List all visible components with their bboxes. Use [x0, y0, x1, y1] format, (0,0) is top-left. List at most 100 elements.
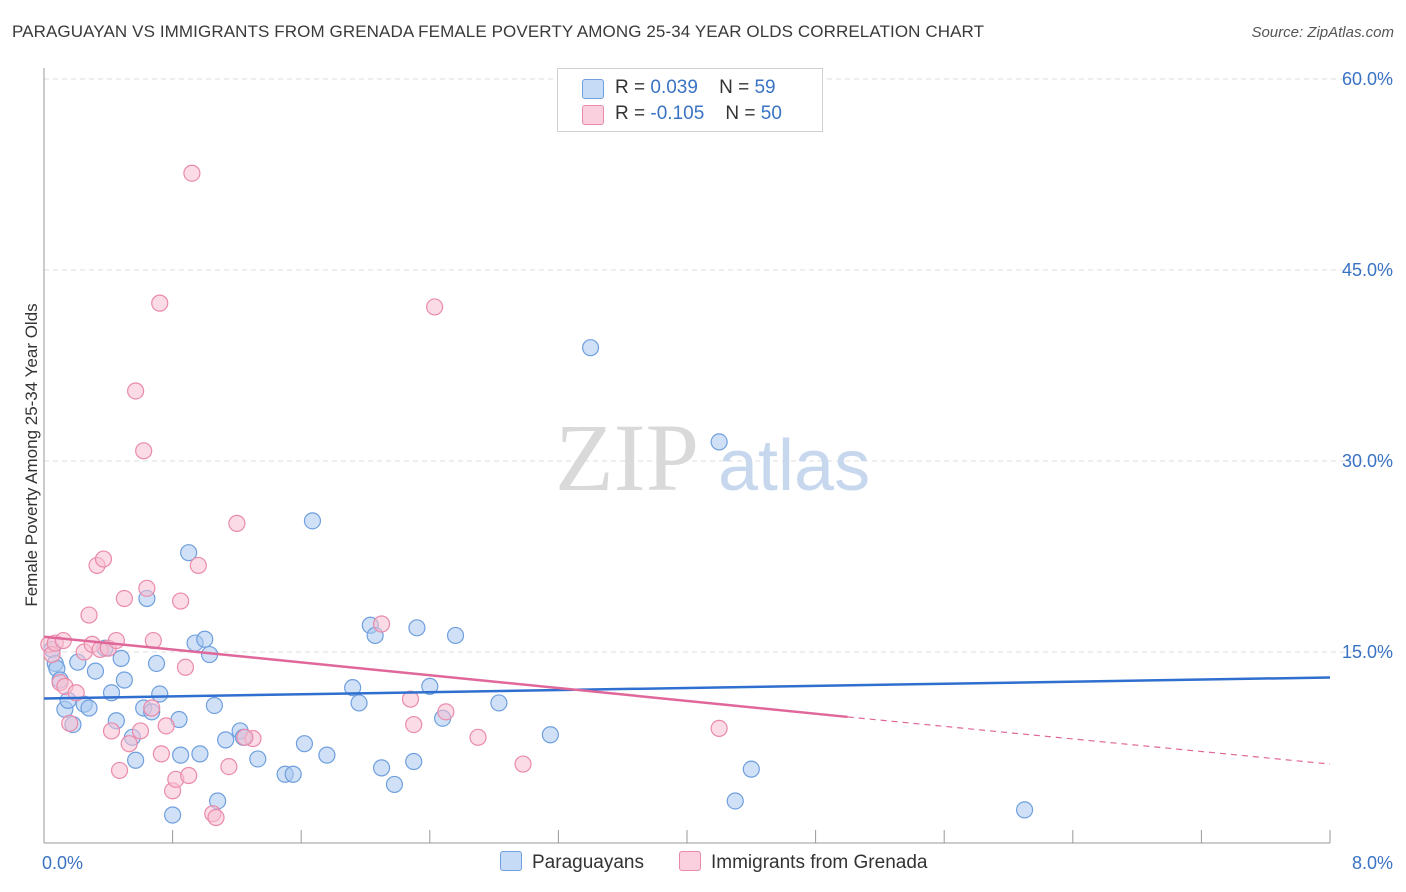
- point-paraguayan: [490, 694, 508, 712]
- point-paraguayan: [80, 699, 98, 717]
- bottom-legend-paraguayans: Paraguayans: [500, 851, 644, 874]
- n-value-paraguayans: 59: [754, 77, 776, 98]
- point-grenada: [437, 703, 455, 721]
- point-grenada: [172, 592, 190, 610]
- point-paraguayan: [112, 649, 130, 667]
- source-credit: Source: ZipAtlas.com: [1251, 24, 1394, 41]
- correlation-legend: R = 0.039 N = 59 R = -0.105 N = 50: [557, 68, 823, 132]
- point-paraguayan: [541, 726, 559, 744]
- axes: [43, 68, 1331, 844]
- point-grenada: [115, 589, 133, 608]
- gridlines: [44, 78, 1392, 653]
- point-grenada: [135, 442, 153, 460]
- trend-line-grenada: [847, 716, 1331, 765]
- point-paraguayan: [710, 433, 728, 451]
- point-grenada: [189, 556, 207, 575]
- x-tick-label: 8.0%: [1352, 853, 1393, 873]
- point-grenada: [94, 550, 113, 568]
- point-paraguayan: [191, 745, 209, 763]
- point-paraguayan: [726, 792, 744, 810]
- tick-labels: 15.0% 30.0% 45.0% 60.0% 0.0% 8.0%: [42, 69, 1393, 873]
- point-paraguayan: [284, 765, 302, 783]
- point-grenada: [131, 722, 150, 740]
- point-paraguayan: [127, 751, 145, 769]
- point-grenada: [220, 757, 238, 776]
- point-grenada: [236, 728, 254, 746]
- legend-label-paraguayans: Paraguayans: [532, 852, 644, 873]
- r-value-grenada: -0.105: [650, 103, 705, 124]
- point-paraguayan: [742, 760, 760, 778]
- legend-swatch-pink: [582, 105, 604, 125]
- legend-swatch-pink: [679, 851, 701, 871]
- point-grenada: [180, 766, 198, 785]
- point-grenada: [176, 658, 195, 676]
- point-grenada: [401, 690, 420, 708]
- legend-text: R = -0.105 N = 50: [615, 103, 782, 124]
- chart-title: PARAGUAYAN VS IMMIGRANTS FROM GRENADA FE…: [12, 22, 985, 41]
- point-grenada: [151, 294, 169, 312]
- point-paraguayan: [180, 544, 198, 562]
- point-grenada: [228, 514, 246, 532]
- data-points: [40, 164, 1034, 827]
- y-tick-label: 30.0%: [1342, 451, 1393, 471]
- point-paraguayan: [421, 677, 439, 695]
- point-grenada: [102, 722, 121, 740]
- point-grenada: [120, 735, 138, 753]
- legend-label-grenada: Immigrants from Grenada: [711, 852, 928, 873]
- point-paraguayan: [151, 685, 169, 703]
- point-grenada: [157, 717, 175, 735]
- legend-text: R = 0.039 N = 59: [615, 77, 776, 98]
- y-axis-label: Female Poverty Among 25-34 Year Olds: [22, 303, 41, 606]
- legend-swatch-blue: [500, 851, 522, 871]
- point-paraguayan: [408, 619, 426, 637]
- point-paraguayan: [196, 630, 214, 648]
- point-grenada: [183, 164, 201, 182]
- point-grenada: [110, 761, 129, 780]
- bottom-legend-grenada: Immigrants from Grenada: [679, 851, 927, 874]
- point-paraguayan: [405, 752, 423, 771]
- point-grenada: [514, 755, 532, 773]
- r-value-paraguayans: 0.039: [650, 77, 698, 98]
- point-grenada: [138, 579, 156, 597]
- trend-lines: [43, 635, 1331, 765]
- point-paraguayan: [295, 735, 314, 753]
- x-tick-label: 0.0%: [42, 853, 83, 873]
- watermark-zip: ZIP: [555, 404, 699, 511]
- point-paraguayan: [205, 696, 223, 715]
- point-paraguayan: [249, 750, 267, 768]
- point-paraguayan: [164, 806, 182, 824]
- point-paraguayan: [217, 731, 235, 749]
- point-grenada: [405, 715, 423, 734]
- point-paraguayan: [303, 512, 322, 530]
- point-grenada: [143, 699, 161, 717]
- point-paraguayan: [86, 662, 105, 680]
- point-grenada: [80, 606, 98, 624]
- point-paraguayan: [350, 694, 368, 712]
- watermark-atlas: atlas: [718, 426, 870, 506]
- trend-line-grenada: [43, 635, 848, 719]
- legend-swatch-blue: [582, 79, 604, 99]
- point-paraguayan: [446, 626, 465, 645]
- point-paraguayan: [385, 775, 404, 794]
- point-grenada: [54, 631, 72, 650]
- point-grenada: [127, 382, 145, 400]
- point-paraguayan: [372, 759, 391, 777]
- point-grenada: [426, 298, 444, 316]
- point-grenada: [152, 745, 170, 763]
- point-paraguayan: [1015, 801, 1034, 819]
- point-grenada: [207, 808, 225, 827]
- point-paraguayan: [172, 746, 190, 764]
- point-grenada: [107, 631, 125, 650]
- point-paraguayan: [147, 654, 166, 673]
- point-grenada: [710, 719, 728, 738]
- n-value-grenada: 50: [760, 103, 782, 124]
- point-grenada: [469, 728, 487, 746]
- point-grenada: [372, 615, 391, 633]
- point-paraguayan: [115, 671, 133, 689]
- trend-line-paraguayans: [43, 676, 1331, 700]
- y-tick-label: 45.0%: [1342, 260, 1393, 280]
- point-grenada: [61, 714, 79, 732]
- point-paraguayan: [581, 339, 600, 357]
- y-tick-label: 60.0%: [1342, 69, 1393, 89]
